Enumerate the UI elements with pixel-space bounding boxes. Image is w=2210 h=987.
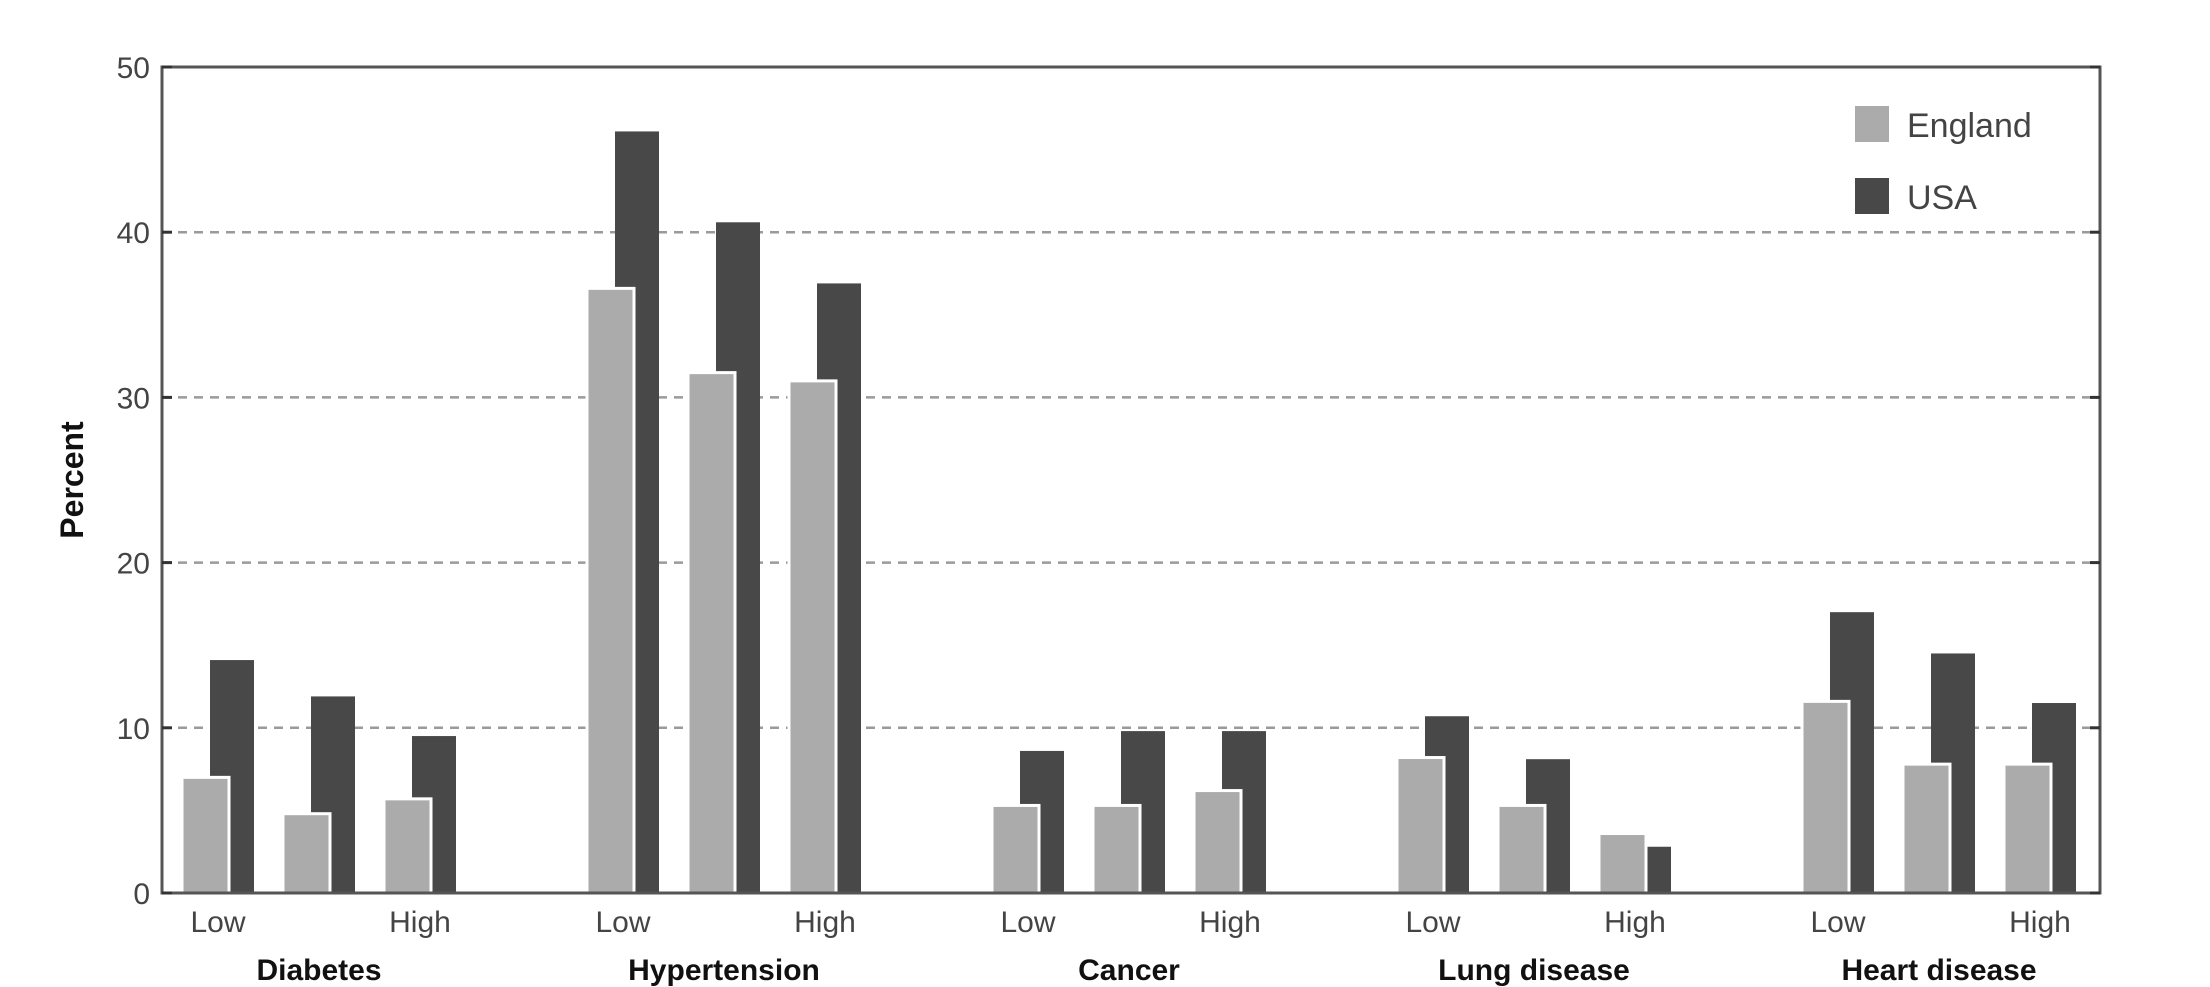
legend-swatch xyxy=(1855,106,1889,142)
x-subcategory-label: Low xyxy=(1000,906,1055,939)
bar-england xyxy=(1800,699,1851,895)
bar-england xyxy=(787,379,838,895)
legend-label: England xyxy=(1907,107,2032,145)
plot-frame xyxy=(160,65,2102,895)
bar-england xyxy=(990,803,1041,895)
bar-england xyxy=(1901,762,1952,895)
x-group-label: Lung disease xyxy=(1438,954,1630,987)
x-subcategory-label: High xyxy=(1604,906,1666,939)
bar-england xyxy=(382,797,433,895)
bar-england xyxy=(1597,832,1648,895)
bar-england xyxy=(686,371,737,895)
y-tick-label: 30 xyxy=(117,382,150,415)
x-subcategory-label: Low xyxy=(190,906,245,939)
bar-england xyxy=(1496,803,1547,895)
x-subcategory-label: High xyxy=(389,906,451,939)
y-tick-label: 40 xyxy=(117,217,150,250)
bars xyxy=(180,131,2076,895)
x-group-label: Diabetes xyxy=(256,954,381,987)
x-group-label: Hypertension xyxy=(628,954,820,987)
bar-england xyxy=(1091,803,1142,895)
x-subcategory-label: High xyxy=(794,906,856,939)
x-group-label: Cancer xyxy=(1078,954,1180,987)
y-tick-label: 0 xyxy=(133,878,150,911)
x-subcategory-label: Low xyxy=(1810,906,1865,939)
bar-england xyxy=(585,286,636,895)
bar-england xyxy=(1395,756,1446,895)
x-group-label: Heart disease xyxy=(1841,954,2036,987)
x-subcategory-label: Low xyxy=(1405,906,1460,939)
y-axis: 0 10 20 30 40 50 xyxy=(117,52,2100,911)
y-axis-label: Percent xyxy=(54,421,90,539)
x-subcategory-label: High xyxy=(1199,906,1261,939)
bar-england xyxy=(281,812,332,895)
x-subcategory-label: High xyxy=(2009,906,2071,939)
bar-england xyxy=(1192,789,1243,895)
legend-swatch xyxy=(1855,178,1889,214)
gridlines xyxy=(162,230,2100,730)
y-tick-label: 50 xyxy=(117,52,150,85)
bar-england xyxy=(180,775,231,895)
x-subcategory-label: Low xyxy=(595,906,650,939)
y-tick-label: 10 xyxy=(117,713,150,746)
y-tick-label: 20 xyxy=(117,548,150,581)
legend-label: USA xyxy=(1907,179,1977,217)
legend: England USA xyxy=(1855,106,2032,217)
bar-england xyxy=(2002,762,2053,895)
